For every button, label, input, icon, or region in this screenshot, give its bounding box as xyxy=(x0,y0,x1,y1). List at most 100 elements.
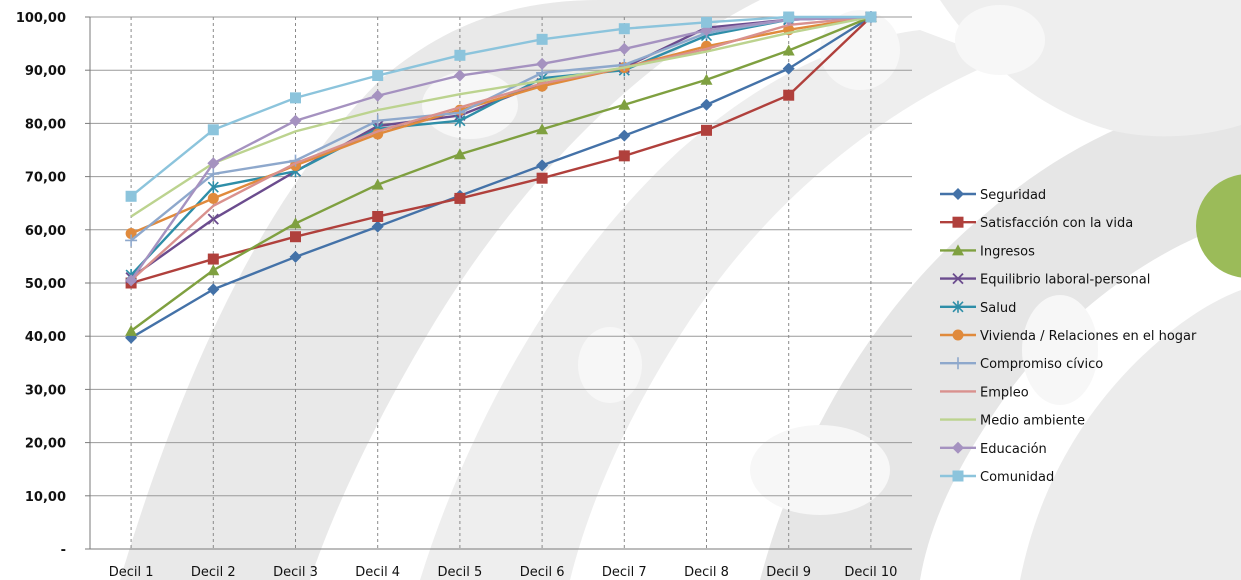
data-point xyxy=(453,69,466,82)
data-point xyxy=(701,16,712,28)
legend-marker xyxy=(952,470,964,482)
legend-item: Educación xyxy=(940,441,1047,457)
legend-label: Ingresos xyxy=(980,244,1035,259)
x-tick-label: Decil 1 xyxy=(109,565,154,580)
data-point xyxy=(207,167,220,180)
data-point xyxy=(453,106,466,119)
legend-item: Comunidad xyxy=(940,470,1054,485)
data-point xyxy=(289,217,302,229)
data-point xyxy=(207,253,219,265)
data-point xyxy=(618,42,631,55)
legend-marker xyxy=(952,357,964,370)
data-point xyxy=(207,264,220,276)
legend-label: Medio ambiente xyxy=(980,414,1085,429)
data-point xyxy=(125,274,138,287)
series-line xyxy=(130,15,872,282)
data-point xyxy=(618,98,631,110)
data-point xyxy=(207,157,220,170)
data-point xyxy=(618,129,631,142)
legend-marker xyxy=(952,441,964,454)
data-point xyxy=(618,23,630,35)
legend-item: Seguridad xyxy=(940,188,1046,203)
legend-label: Comunidad xyxy=(980,470,1054,485)
series-line xyxy=(130,15,871,198)
series-line xyxy=(130,15,871,242)
series xyxy=(125,11,877,336)
x-axis-tick-labels: Decil 1 Decil 2 Decil 3 Decil 4 Decil 5 Decil… xyxy=(109,565,898,580)
data-point xyxy=(372,70,384,82)
data-point xyxy=(453,148,466,160)
data-point xyxy=(700,98,713,111)
legend-label: Salud xyxy=(980,301,1016,316)
y-tick-label: 40,00 xyxy=(25,330,66,345)
y-tick-label: 80,00 xyxy=(25,117,66,132)
data-point xyxy=(536,159,549,172)
data-point xyxy=(454,192,466,204)
data-point xyxy=(289,114,302,127)
legend-item: Compromiso cívico xyxy=(940,357,1103,372)
legend-marker xyxy=(952,216,964,228)
data-point xyxy=(289,250,302,263)
y-tick-label: - xyxy=(61,543,66,558)
data-point xyxy=(618,150,630,162)
decorative-green-circle xyxy=(1196,174,1241,278)
data-point xyxy=(454,49,466,61)
data-point xyxy=(371,114,384,127)
series-line xyxy=(130,15,872,332)
data-point xyxy=(371,178,384,190)
background-blob xyxy=(578,327,642,403)
legend: Seguridad Satisfacción con la vida Ingreso… xyxy=(940,188,1197,485)
data-point xyxy=(207,213,219,225)
data-point xyxy=(371,89,384,102)
x-tick-label: Decil 7 xyxy=(602,565,647,580)
data-point xyxy=(782,44,795,56)
y-tick-label: 10,00 xyxy=(25,490,66,505)
series xyxy=(130,15,872,282)
x-tick-label: Decil 2 xyxy=(191,565,236,580)
legend-item: Salud xyxy=(940,301,1016,316)
legend-item: Medio ambiente xyxy=(940,414,1085,429)
data-point xyxy=(783,11,795,23)
y-tick-label: 60,00 xyxy=(25,224,66,239)
series-line xyxy=(130,15,871,282)
data-point xyxy=(125,234,138,247)
data-point xyxy=(536,123,549,135)
background-shape xyxy=(120,0,760,580)
y-tick-label: 100,00 xyxy=(16,11,66,26)
legend-label: Seguridad xyxy=(980,188,1046,203)
data-point xyxy=(865,11,877,23)
data-point xyxy=(700,73,713,85)
legend-item: Ingresos xyxy=(940,244,1035,259)
series xyxy=(130,15,872,218)
data-point xyxy=(372,211,384,222)
x-tick-label: Decil 6 xyxy=(520,565,565,580)
legend-label: Compromiso cívico xyxy=(980,357,1103,372)
data-point xyxy=(536,172,548,184)
data-point xyxy=(536,33,548,45)
legend-item: Equilibrio laboral-personal xyxy=(940,273,1150,288)
x-tick-label: Decil 5 xyxy=(438,565,483,580)
background-blob xyxy=(1022,295,1098,405)
x-tick-label: Decil 9 xyxy=(766,565,811,580)
data-point xyxy=(125,190,137,202)
y-tick-label: 20,00 xyxy=(25,437,66,452)
legend-marker xyxy=(952,244,964,256)
data-point xyxy=(125,324,138,336)
data-point xyxy=(207,283,220,296)
series-line xyxy=(130,15,872,218)
axes xyxy=(85,16,912,550)
background-shape xyxy=(1020,290,1241,580)
legend-label: Satisfacción con la vida xyxy=(980,216,1133,231)
y-tick-label: 90,00 xyxy=(25,64,66,79)
legend-label: Equilibrio laboral-personal xyxy=(980,273,1150,288)
legend-marker xyxy=(952,188,964,200)
y-tick-label: 30,00 xyxy=(25,383,66,398)
series xyxy=(125,11,877,202)
series-lines xyxy=(125,11,877,344)
legend-label: Vivienda / Relaciones en el hogar xyxy=(980,329,1197,344)
data-point xyxy=(701,124,712,136)
data-point xyxy=(290,92,301,104)
data-point xyxy=(207,124,219,136)
